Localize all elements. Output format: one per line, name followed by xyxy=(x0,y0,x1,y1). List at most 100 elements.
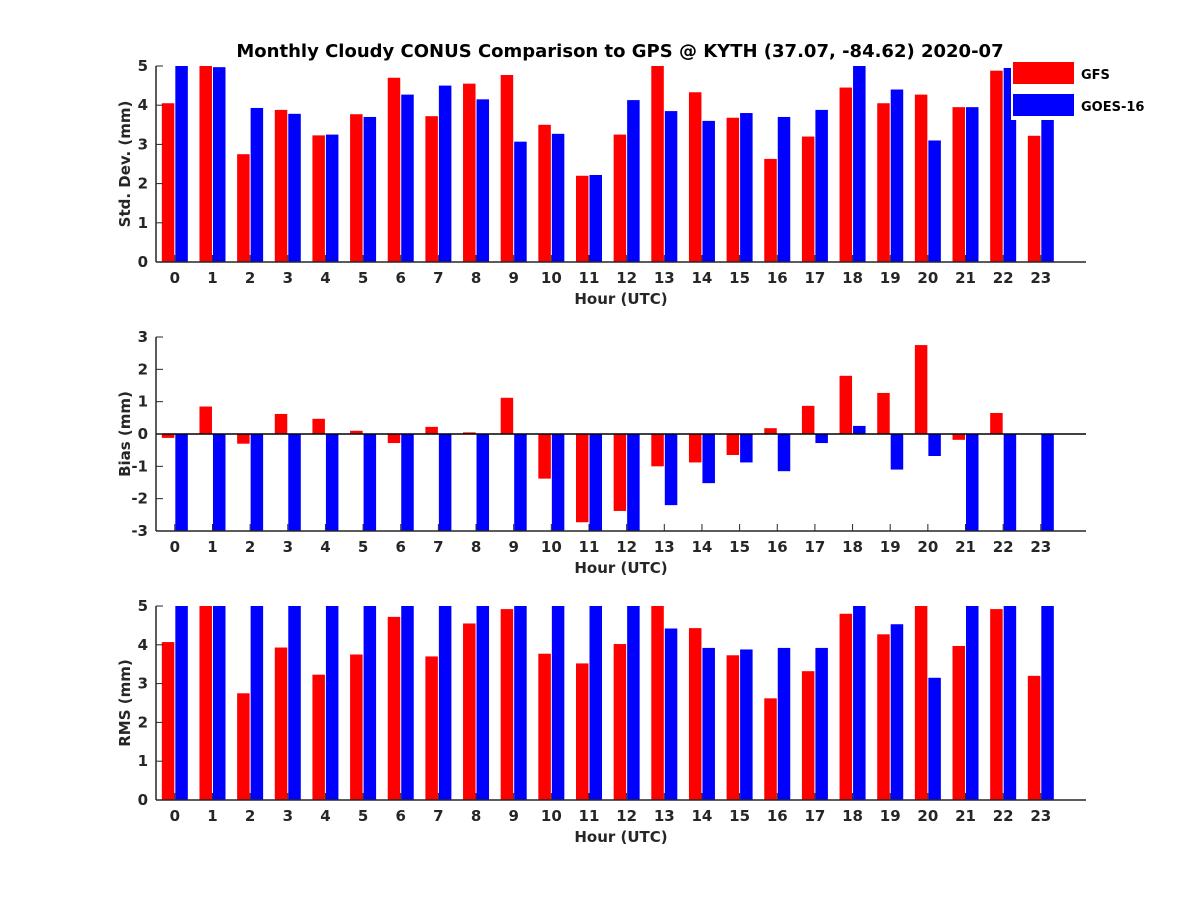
x-tick-label: 7 xyxy=(433,269,443,287)
y-tick-label: 1 xyxy=(138,393,148,411)
x-tick-label: 11 xyxy=(579,807,600,825)
bar-p2-gfs-h6 xyxy=(387,434,401,444)
bar-p2-goes16-h15 xyxy=(740,434,753,463)
x-tick-label: 19 xyxy=(880,538,901,556)
x-tick-label: 17 xyxy=(804,269,825,287)
bar-p1-gfs-h6 xyxy=(387,77,401,262)
bar-p2-gfs-h19 xyxy=(877,392,890,434)
x-tick-label: 4 xyxy=(320,538,330,556)
bar-p1-goes16-h8 xyxy=(476,99,490,262)
bar-p3-goes16-h12 xyxy=(627,606,640,800)
y-tick-label: 4 xyxy=(138,636,148,654)
x-tick-label: 11 xyxy=(579,269,600,287)
bar-p2-gfs-h5 xyxy=(350,430,363,434)
bar-p1-goes16-h7 xyxy=(438,85,452,262)
x-tick-label: 8 xyxy=(471,538,481,556)
x-tick-label: 22 xyxy=(993,269,1014,287)
x-tick-label: 14 xyxy=(692,807,713,825)
bar-p3-goes16-h0 xyxy=(175,606,188,800)
x-tick-label: 3 xyxy=(283,269,293,287)
bar-p3-gfs-h20 xyxy=(914,606,928,800)
bar-p3-goes16-h18 xyxy=(853,606,866,800)
bar-p1-goes16-h5 xyxy=(363,116,377,263)
bar-p2-gfs-h10 xyxy=(538,434,551,479)
bar-p3-gfs-h15 xyxy=(726,655,740,800)
bar-p2-goes16-h19 xyxy=(890,434,904,470)
bar-p3-goes16-h3 xyxy=(288,606,301,800)
x-tick-label: 7 xyxy=(433,538,443,556)
bar-p1-goes16-h11 xyxy=(589,174,602,262)
bar-p2-gfs-h18 xyxy=(839,375,853,434)
bar-p1-goes16-h21 xyxy=(966,107,979,262)
x-axis-label: Hour (UTC) xyxy=(574,559,667,577)
bar-p1-goes16-h16 xyxy=(777,116,791,263)
bar-p2-gfs-h21 xyxy=(952,434,966,440)
bar-p2-goes16-h8 xyxy=(476,434,490,531)
bar-p1-goes16-h14 xyxy=(702,120,715,262)
bar-p2-goes16-h12 xyxy=(627,434,640,531)
x-tick-label: 15 xyxy=(729,269,750,287)
x-tick-label: 22 xyxy=(993,538,1014,556)
x-tick-label: 13 xyxy=(654,269,675,287)
bar-p3-goes16-h17 xyxy=(815,647,828,800)
bar-p3-goes16-h4 xyxy=(325,606,339,800)
x-tick-label: 2 xyxy=(245,269,255,287)
bar-p3-gfs-h9 xyxy=(500,609,514,800)
x-tick-label: 15 xyxy=(729,807,750,825)
bar-p2-gfs-h17 xyxy=(801,405,815,434)
x-tick-label: 18 xyxy=(842,807,863,825)
bar-p2-gfs-h15 xyxy=(726,434,740,456)
x-tick-label: 0 xyxy=(170,538,180,556)
bar-p2-goes16-h11 xyxy=(589,434,602,531)
bar-p1-goes16-h1 xyxy=(212,67,226,263)
bar-p3-gfs-h0 xyxy=(161,642,175,800)
legend-label: GFS xyxy=(1081,68,1110,83)
bar-p1-goes16-h23 xyxy=(1041,116,1054,263)
bar-p2-goes16-h20 xyxy=(928,434,941,456)
x-tick-label: 4 xyxy=(320,807,330,825)
bar-p1-goes16-h20 xyxy=(928,140,941,262)
legend-swatch xyxy=(1013,94,1074,116)
bar-p2-gfs-h4 xyxy=(312,418,325,434)
bar-p1-goes16-h12 xyxy=(627,100,640,262)
bar-p3-goes16-h11 xyxy=(589,606,602,800)
bar-p3-gfs-h13 xyxy=(651,606,664,800)
bar-p3-gfs-h16 xyxy=(764,698,777,800)
bar-p3-goes16-h5 xyxy=(363,606,377,800)
bar-p3-gfs-h17 xyxy=(801,671,815,800)
x-tick-label: 22 xyxy=(993,807,1014,825)
x-tick-label: 20 xyxy=(917,269,938,287)
bar-p2-gfs-h12 xyxy=(613,434,627,511)
bar-p1-gfs-h5 xyxy=(350,114,363,262)
bar-p1-goes16-h17 xyxy=(815,109,828,263)
x-tick-label: 11 xyxy=(579,538,600,556)
x-axis-label: Hour (UTC) xyxy=(574,828,667,846)
y-tick-label: 5 xyxy=(138,57,148,75)
bar-p2-goes16-h6 xyxy=(401,434,414,531)
x-tick-label: 13 xyxy=(654,538,675,556)
y-tick-label: 3 xyxy=(138,135,148,153)
bar-p2-gfs-h14 xyxy=(688,434,702,463)
bar-p3-gfs-h18 xyxy=(839,613,853,800)
bar-p3-goes16-h7 xyxy=(438,606,452,800)
bar-p3-goes16-h22 xyxy=(1003,606,1017,800)
bar-p1-gfs-h11 xyxy=(576,175,589,262)
bar-p3-gfs-h23 xyxy=(1027,675,1041,800)
y-tick-label: 3 xyxy=(138,328,148,346)
x-tick-label: 15 xyxy=(729,538,750,556)
y-tick-label: -2 xyxy=(131,490,148,508)
bar-p3-goes16-h20 xyxy=(928,677,941,800)
bar-p1-goes16-h13 xyxy=(664,111,678,262)
bar-p2-goes16-h16 xyxy=(777,434,791,472)
bar-p3-goes16-h15 xyxy=(740,649,753,800)
bar-p3-goes16-h2 xyxy=(250,606,264,800)
bar-p3-gfs-h21 xyxy=(952,645,966,800)
bar-p1-goes16-h6 xyxy=(401,94,414,263)
bar-p1-gfs-h15 xyxy=(726,117,740,263)
x-axis-label: Hour (UTC) xyxy=(574,290,667,308)
bar-p1-gfs-h23 xyxy=(1027,135,1041,262)
x-tick-label: 13 xyxy=(654,807,675,825)
